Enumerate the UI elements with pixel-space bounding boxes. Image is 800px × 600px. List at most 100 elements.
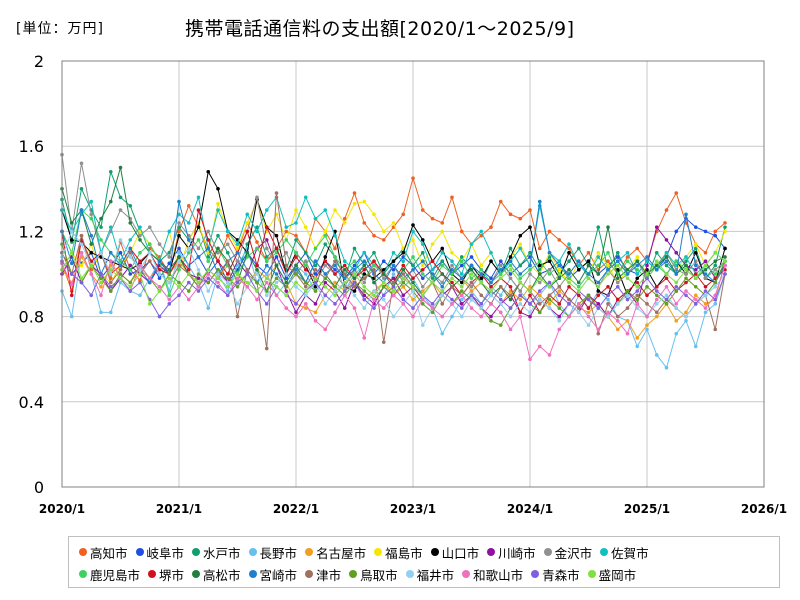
data-point — [674, 284, 679, 289]
data-point — [567, 297, 571, 302]
data-point — [313, 284, 318, 289]
data-point — [323, 284, 328, 289]
data-point — [108, 280, 113, 285]
data-point — [606, 302, 610, 306]
data-point — [118, 276, 123, 281]
data-point — [430, 302, 435, 306]
data-point — [654, 267, 659, 272]
data-point — [255, 246, 259, 251]
data-point — [177, 221, 181, 225]
data-point — [606, 284, 610, 289]
data-point — [411, 280, 415, 285]
data-point — [167, 255, 172, 259]
data-point — [606, 225, 610, 229]
data-point — [79, 233, 84, 238]
legend-row: 鹿児島市 堺市 高松市 宮崎市 津市 鳥取市 福井市 和歌山市 青森市 盛岡市 — [79, 563, 771, 585]
legend-item: 福島市 — [374, 543, 423, 562]
data-point — [508, 267, 513, 272]
legend-item: 堺市 — [148, 565, 184, 584]
data-point — [547, 297, 552, 302]
data-point — [567, 284, 571, 289]
data-point — [615, 250, 620, 255]
data-point — [576, 263, 581, 268]
data-point — [713, 276, 718, 281]
data-point — [625, 276, 630, 281]
data-point — [693, 344, 698, 349]
data-point — [225, 229, 230, 234]
legend-marker — [543, 548, 552, 556]
data-point — [508, 272, 513, 276]
data-point — [508, 293, 513, 298]
data-point — [264, 293, 269, 298]
legend-label: 鹿児島市 — [90, 567, 141, 583]
data-point — [469, 297, 474, 302]
x-tick-label: 2021/1 — [156, 502, 202, 516]
data-point — [459, 280, 464, 285]
data-point — [216, 276, 220, 281]
data-point — [147, 302, 152, 306]
data-point — [567, 267, 571, 272]
data-point — [489, 302, 493, 306]
data-point — [450, 250, 454, 255]
data-point — [167, 229, 172, 234]
data-point — [157, 284, 162, 289]
data-point — [606, 263, 610, 268]
data-point — [401, 212, 406, 217]
data-point — [99, 276, 103, 281]
data-point — [411, 238, 415, 242]
data-point — [625, 255, 630, 259]
data-point — [547, 272, 552, 276]
data-point — [596, 327, 601, 332]
data-point — [557, 314, 562, 319]
data-point — [225, 259, 230, 264]
data-point — [206, 246, 211, 251]
data-point — [381, 284, 386, 289]
data-point — [108, 310, 113, 315]
data-point — [411, 297, 415, 302]
data-point — [255, 229, 259, 234]
data-point — [99, 238, 103, 242]
data-point — [645, 255, 649, 259]
data-point — [274, 246, 279, 251]
data-point — [323, 272, 328, 276]
data-point — [118, 259, 123, 264]
data-point — [596, 272, 601, 276]
data-point — [440, 246, 445, 251]
data-point — [459, 229, 464, 234]
data-point — [372, 263, 376, 268]
data-point — [645, 302, 649, 306]
data-point — [547, 293, 552, 298]
data-point — [703, 263, 708, 268]
data-point — [342, 284, 347, 289]
data-point — [177, 284, 181, 289]
data-point — [479, 263, 484, 268]
data-point — [703, 293, 708, 298]
data-point — [372, 212, 376, 217]
data-point — [186, 267, 191, 272]
data-point — [567, 242, 571, 246]
data-point — [362, 267, 367, 272]
data-point — [206, 306, 211, 310]
data-point — [557, 276, 562, 281]
data-point — [118, 238, 123, 242]
data-point — [196, 195, 201, 200]
data-point — [284, 280, 289, 285]
data-point — [138, 259, 142, 264]
data-point — [294, 302, 298, 306]
legend-marker — [79, 570, 87, 578]
data-point — [352, 280, 357, 285]
data-point — [528, 314, 532, 319]
series-layer — [60, 152, 727, 370]
data-point — [586, 297, 591, 302]
data-point — [693, 293, 698, 298]
data-point — [615, 259, 620, 264]
data-point — [138, 280, 142, 285]
data-point — [313, 289, 318, 293]
x-tick-label: 2020/1 — [39, 502, 85, 516]
data-point — [333, 246, 337, 251]
data-point — [450, 267, 454, 272]
data-point — [654, 259, 659, 264]
data-point — [606, 259, 610, 264]
data-point — [528, 310, 532, 315]
data-point — [235, 302, 240, 306]
